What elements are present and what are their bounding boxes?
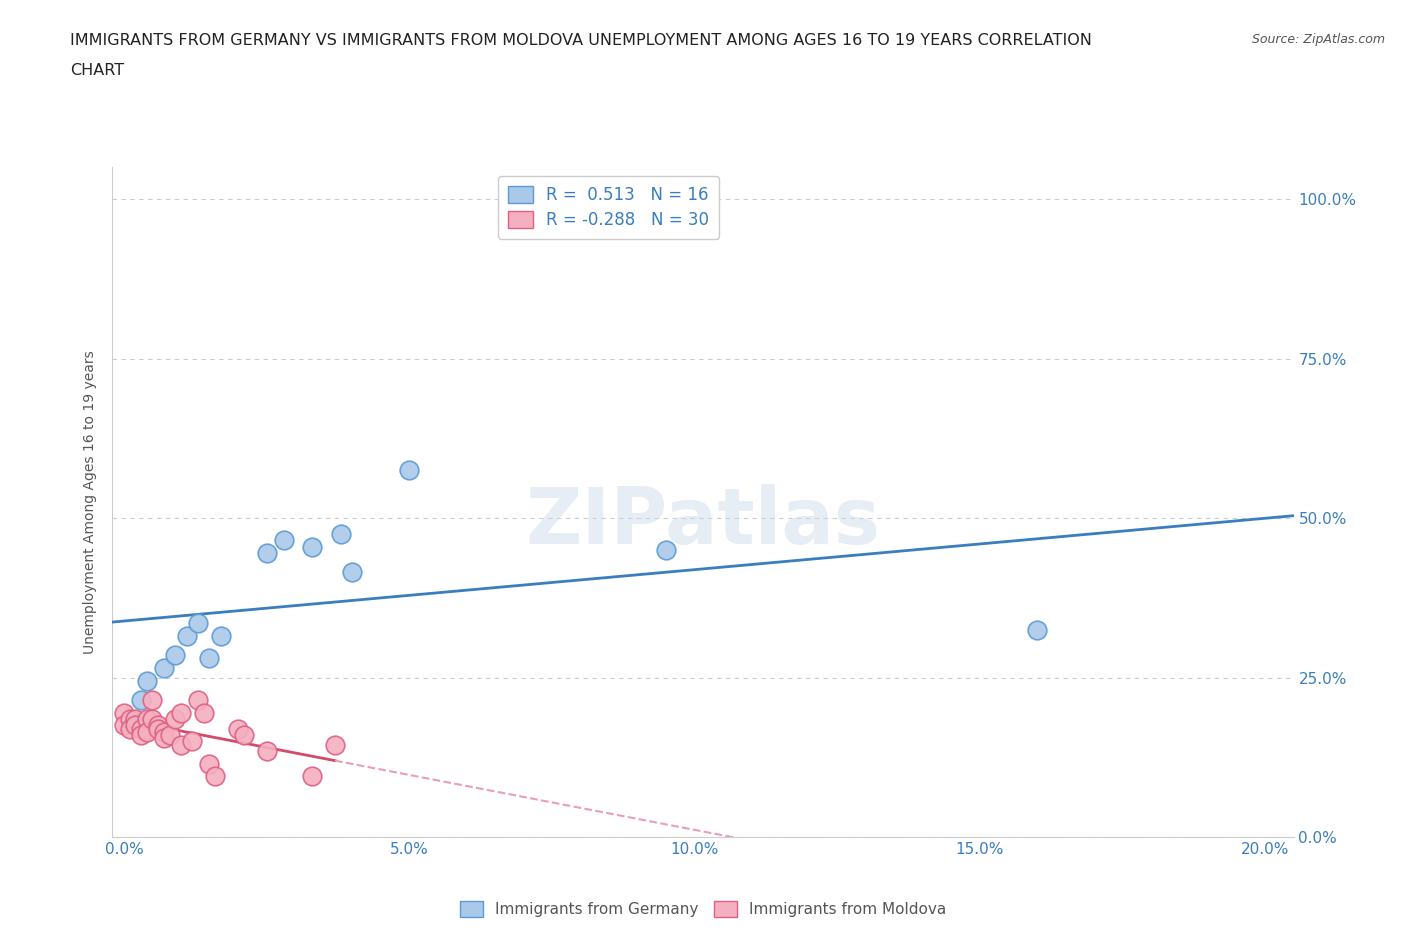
Point (323, 737, 346, 752)
Point (340, 565, 363, 579)
Point (226, 721, 249, 736)
Point (129, 693, 152, 708)
Text: IMMIGRANTS FROM GERMANY VS IMMIGRANTS FROM MOLDOVA UNEMPLOYMENT AMONG AGES 16 TO: IMMIGRANTS FROM GERMANY VS IMMIGRANTS FR… (70, 33, 1092, 47)
Point (159, 727, 181, 742)
Legend: Immigrants from Germany, Immigrants from Moldova: Immigrants from Germany, Immigrants from… (454, 895, 952, 923)
Point (112, 705, 135, 720)
Point (256, 743, 278, 758)
Point (187, 693, 209, 708)
Point (209, 629, 232, 644)
Point (141, 711, 163, 726)
Point (118, 711, 141, 726)
Point (232, 727, 254, 742)
Point (193, 705, 215, 720)
Y-axis label: Unemployment Among Ages 16 to 19 years: Unemployment Among Ages 16 to 19 years (83, 351, 97, 654)
Point (273, 533, 295, 548)
Point (124, 718, 146, 733)
Point (153, 660, 176, 675)
Point (187, 616, 209, 631)
Point (176, 629, 198, 644)
Point (170, 705, 193, 720)
Point (124, 711, 146, 726)
Point (198, 756, 221, 771)
Point (135, 711, 157, 726)
Point (112, 718, 135, 733)
Point (329, 526, 352, 541)
Point (129, 721, 152, 736)
Point (118, 721, 141, 736)
Point (135, 673, 157, 688)
Point (204, 769, 226, 784)
Point (301, 769, 323, 784)
Text: ZIPatlas: ZIPatlas (526, 485, 880, 560)
Point (301, 539, 323, 554)
Point (198, 651, 221, 666)
Point (135, 724, 157, 739)
Point (170, 737, 193, 752)
Point (153, 731, 176, 746)
Point (153, 724, 176, 739)
Point (165, 711, 187, 726)
Point (181, 734, 204, 749)
Point (146, 718, 169, 733)
Point (165, 648, 187, 663)
Point (146, 721, 169, 736)
Text: Source: ZipAtlas.com: Source: ZipAtlas.com (1251, 33, 1385, 46)
Text: CHART: CHART (70, 63, 124, 78)
Point (398, 463, 420, 478)
Point (655, 542, 678, 557)
Point (129, 727, 152, 742)
Point (141, 693, 163, 708)
Point (1025, 622, 1047, 637)
Point (256, 546, 278, 561)
